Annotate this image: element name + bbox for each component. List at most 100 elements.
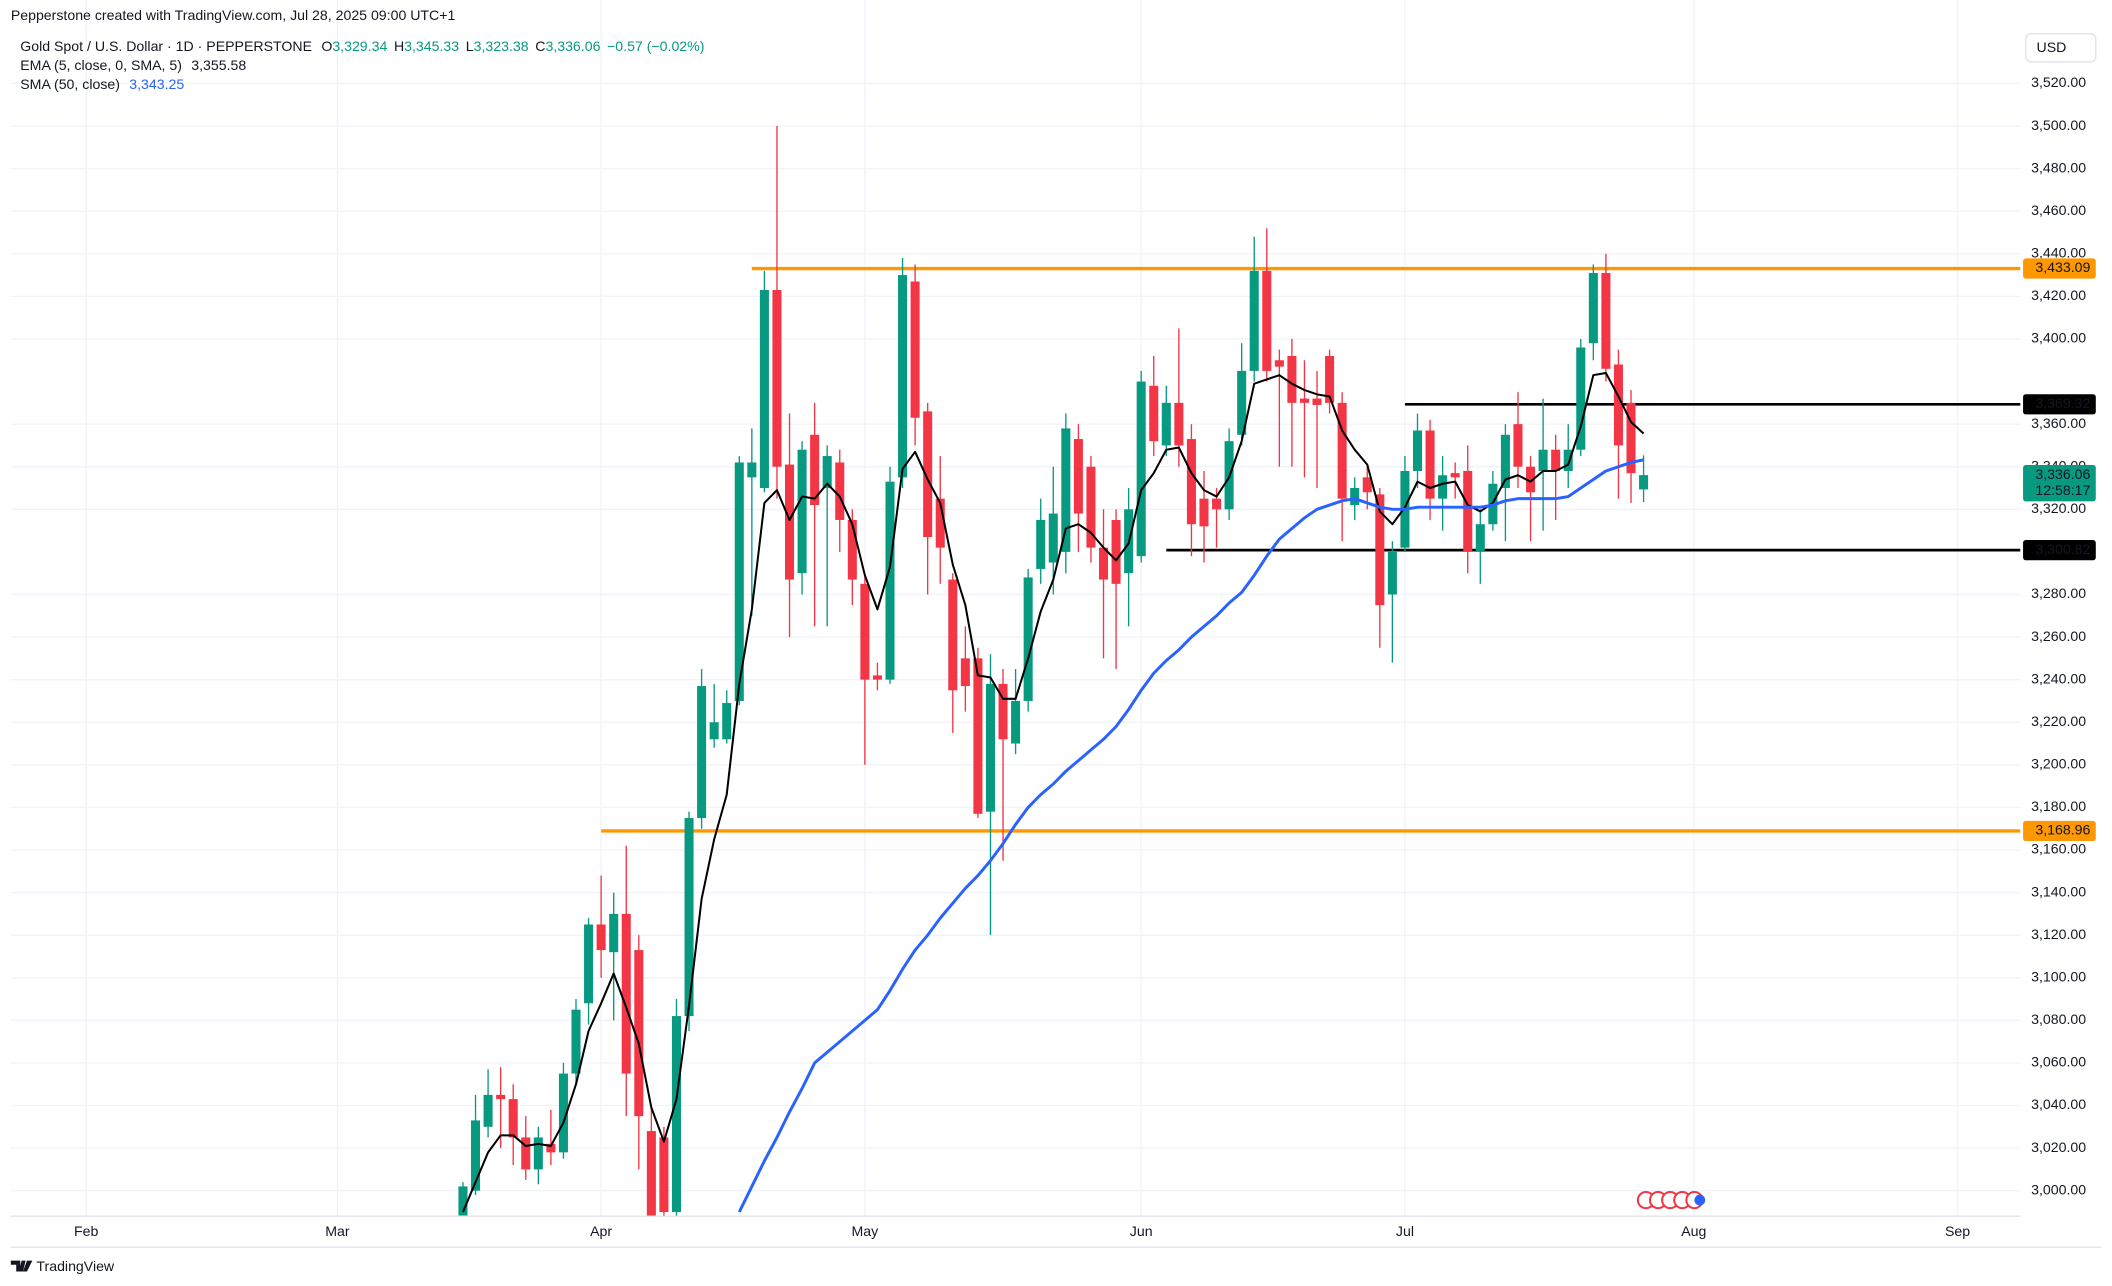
candle-body xyxy=(1639,475,1649,490)
candle-body xyxy=(772,289,782,467)
y-tick-label: 3,120.00 xyxy=(2031,926,2086,942)
candle-body xyxy=(584,924,594,1004)
candle-body xyxy=(1563,449,1573,471)
candle-body xyxy=(571,1009,581,1074)
last-price-box xyxy=(2023,465,2096,502)
candle-body xyxy=(935,498,945,548)
candle-body xyxy=(671,1016,682,1212)
level-label-box xyxy=(2023,258,2096,279)
event-icons xyxy=(1636,1190,1706,1210)
candle-body xyxy=(659,1137,669,1212)
y-tick-label: 3,020.00 xyxy=(2031,1139,2086,1155)
candle-body xyxy=(722,703,732,740)
countdown: 12:58:17 xyxy=(2035,482,2090,498)
candle-body xyxy=(1262,270,1272,371)
level-label-box xyxy=(2023,394,2096,415)
candle-body xyxy=(521,1137,531,1170)
y-tick-label: 3,240.00 xyxy=(2031,670,2086,686)
candle-body xyxy=(1312,398,1322,405)
candle-body xyxy=(546,1143,556,1153)
ohlc-key: H xyxy=(394,38,404,54)
candle-body xyxy=(558,1073,568,1153)
change: −0.57 (−0.02%) xyxy=(607,38,704,54)
candle-body xyxy=(646,1131,656,1217)
ohlc-key: L xyxy=(466,38,474,54)
ohlc-value: 3,336.06 xyxy=(545,38,600,54)
candle-body xyxy=(923,411,933,537)
brand: TradingView xyxy=(36,1258,115,1274)
currency-button[interactable] xyxy=(2025,32,2097,63)
x-tick-label: Apr xyxy=(590,1223,612,1239)
level-label-box xyxy=(2023,820,2096,842)
candle-body xyxy=(973,658,983,814)
candle-body xyxy=(797,449,807,574)
candle-body xyxy=(860,583,870,680)
candle-body xyxy=(1212,498,1222,510)
ohlc-key: O xyxy=(321,38,332,54)
y-tick-label: 3,280.00 xyxy=(2031,585,2086,601)
last-price-label: 3,336.06 xyxy=(2035,466,2090,482)
x-tick-label: Sep xyxy=(1945,1223,1970,1239)
candle-body xyxy=(508,1099,518,1138)
candle-body xyxy=(1199,498,1209,527)
ohlc-value: 3,329.34 xyxy=(332,38,387,54)
candle-body xyxy=(1161,402,1171,446)
candle-body xyxy=(985,683,995,812)
candle-body xyxy=(609,913,619,953)
x-tick-label: Aug xyxy=(1681,1223,1706,1239)
y-tick-label: 3,260.00 xyxy=(2031,628,2086,644)
candle-body xyxy=(1387,551,1397,595)
candle-body xyxy=(471,1120,481,1191)
ohlc-key: C xyxy=(535,38,545,54)
x-tick-label: May xyxy=(852,1223,880,1239)
candle-body xyxy=(1576,347,1586,450)
candle-body xyxy=(1061,428,1071,552)
y-tick-label: 3,320.00 xyxy=(2031,500,2086,516)
candle-body xyxy=(1111,519,1121,584)
symbol: Gold Spot / U.S. Dollar · 1D · PEPPERSTO… xyxy=(20,38,312,54)
candle-body xyxy=(634,950,644,1117)
candle-body xyxy=(759,289,769,489)
candle-body xyxy=(1551,449,1561,471)
x-tick-label: Mar xyxy=(325,1223,350,1239)
candle-body xyxy=(621,913,631,1074)
candle-body xyxy=(1136,381,1146,557)
indicator-line xyxy=(737,458,1644,1213)
candle-body xyxy=(1601,272,1611,369)
ema-legend: EMA (5, close, 0, SMA, 5) 3,355.58 xyxy=(20,57,246,73)
y-tick-label: 3,520.00 xyxy=(2031,74,2086,90)
y-tick-label: 3,180.00 xyxy=(2031,798,2086,814)
candle-body xyxy=(1274,360,1284,367)
candle-body xyxy=(1186,439,1196,525)
candle-body xyxy=(960,658,970,687)
candle-body xyxy=(1375,494,1385,606)
candle-body xyxy=(1425,430,1435,499)
candle-body xyxy=(872,675,882,680)
candle-body xyxy=(596,924,606,951)
level-label: 3,300.82 xyxy=(2035,541,2090,557)
candle-body xyxy=(1463,470,1473,552)
level-label: 3,168.96 xyxy=(2035,822,2090,838)
y-tick-label: 3,060.00 xyxy=(2031,1054,2086,1070)
candle-body xyxy=(1299,398,1309,403)
candle-body xyxy=(885,481,895,680)
candle-body xyxy=(1237,370,1247,435)
y-tick-label: 3,440.00 xyxy=(2031,245,2086,261)
level-label-box xyxy=(2023,540,2096,561)
y-tick-label: 3,420.00 xyxy=(2031,287,2086,303)
candle-body xyxy=(1613,364,1623,446)
candle-body xyxy=(458,1186,468,1217)
currency[interactable]: USD xyxy=(2037,39,2067,55)
y-tick-label: 3,500.00 xyxy=(2031,117,2086,133)
candle-body xyxy=(1526,466,1536,493)
candle-body xyxy=(1011,700,1021,744)
candle-body xyxy=(747,462,757,478)
candle-body xyxy=(684,818,694,1017)
legend-name: EMA (5, close, 0, SMA, 5) xyxy=(20,57,182,73)
legend-name: SMA (50, close) xyxy=(20,76,120,92)
x-tick-label: Feb xyxy=(74,1223,98,1239)
candle-body xyxy=(1538,449,1548,471)
candle-body xyxy=(709,722,719,740)
